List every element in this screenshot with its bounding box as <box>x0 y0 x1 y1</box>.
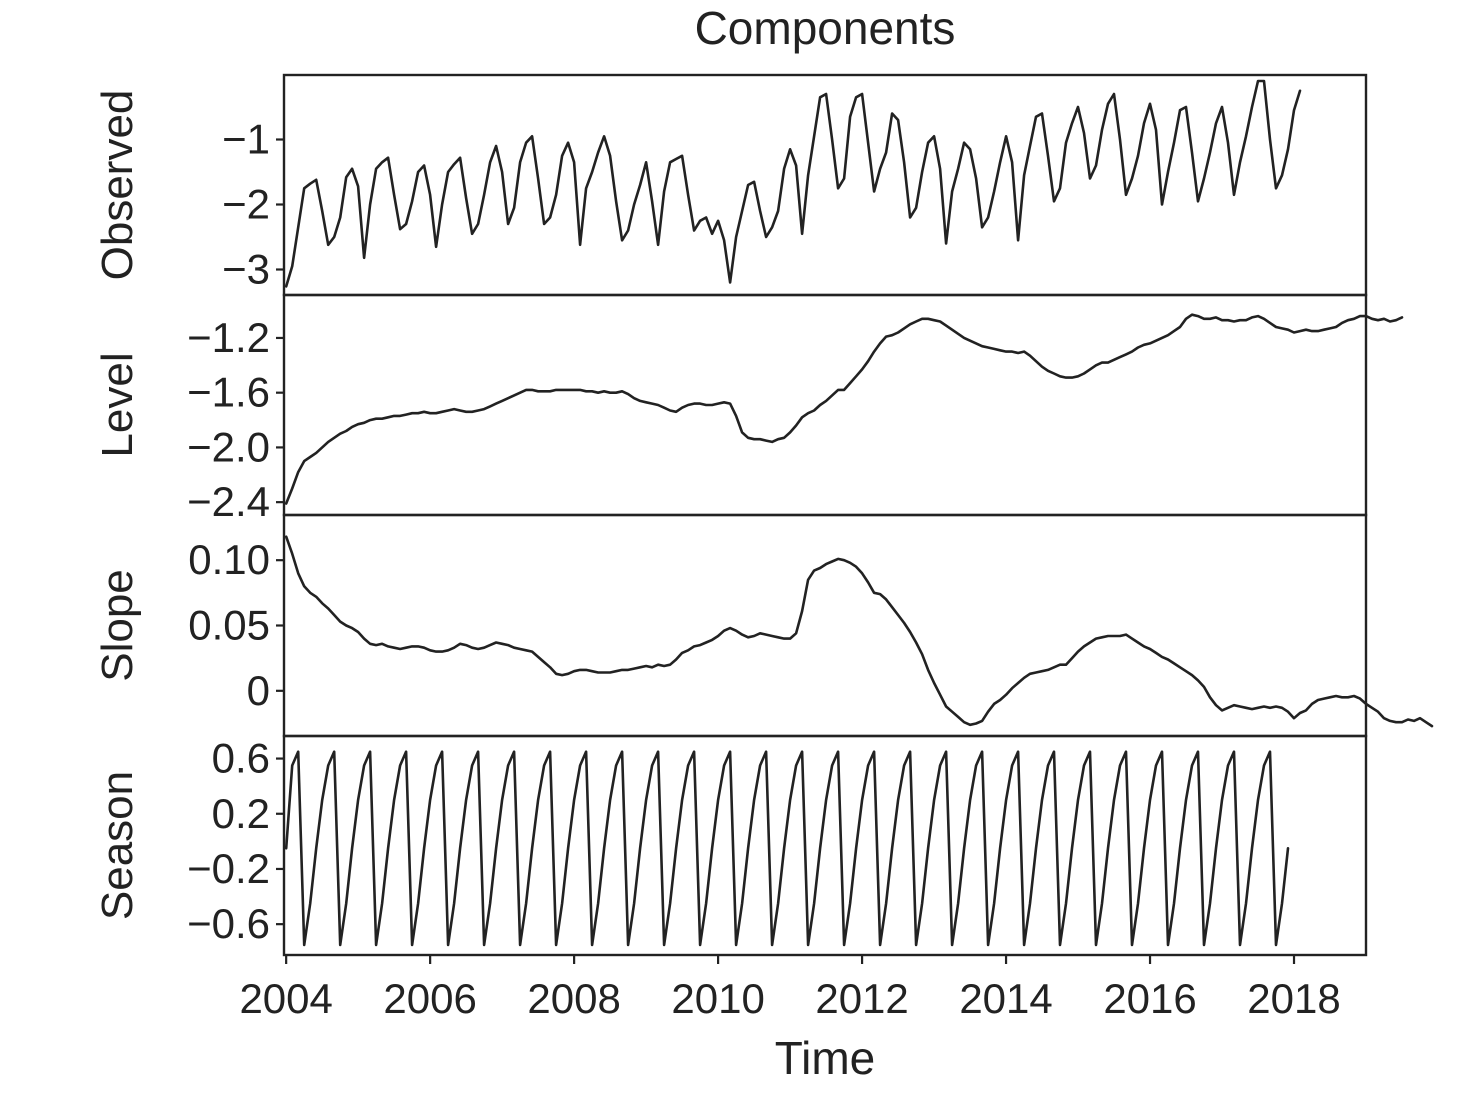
y-tick-label: 0.2 <box>212 790 270 837</box>
panel-season: 0.6 0.2 −0.2 −0.6 Season <box>93 734 1368 957</box>
y-tick-label: −1.2 <box>187 314 270 361</box>
series-line-slope <box>284 535 1434 728</box>
y-tick-label: −0.2 <box>187 845 270 892</box>
x-tick-label: 2012 <box>815 975 908 1022</box>
x-tick-label: 2014 <box>959 975 1052 1022</box>
y-tick-label: 0.05 <box>188 602 270 649</box>
x-tick-label: 2004 <box>239 975 332 1022</box>
y-tick-label: 0.6 <box>212 735 270 782</box>
x-tick-label: 2006 <box>383 975 476 1022</box>
y-tick-label: −2 <box>222 181 270 228</box>
x-tick-label: 2010 <box>671 975 764 1022</box>
x-axis: 2004 2006 2008 2010 2012 2014 2016 2018 <box>239 955 1341 1022</box>
y-tick-label: 0 <box>247 667 270 714</box>
panel-frame <box>282 293 1368 517</box>
y-tick-label: −3 <box>222 246 270 293</box>
y-axis-label-season: Season <box>93 771 142 920</box>
y-tick-label: −1 <box>222 116 270 163</box>
y-tick-label: 0.10 <box>188 536 270 583</box>
x-tick-label: 2016 <box>1103 975 1196 1022</box>
series-line-observed <box>284 79 1302 288</box>
y-tick-label: −1.6 <box>187 369 270 416</box>
panel-frame <box>282 513 1368 738</box>
y-axis-label-observed: Observed <box>93 90 142 281</box>
y-axis-label-slope: Slope <box>93 569 142 682</box>
x-axis-label: Time <box>775 1032 876 1084</box>
panels-layer: −1−2−3Observed−1.2−1.6−2.0−2.4Level0.100… <box>93 73 1434 957</box>
panel-frame <box>282 734 1368 957</box>
chart-title: Components <box>695 2 956 54</box>
y-tick-label: −0.6 <box>187 900 270 947</box>
series-line-level <box>284 313 1404 505</box>
y-axis-label-level: Level <box>93 352 142 457</box>
x-tick-label: 2008 <box>527 975 620 1022</box>
panel-observed: −1 −2 −3 Observed <box>93 73 1368 297</box>
y-tick-label: −2.4 <box>187 478 270 525</box>
series-line-season <box>284 750 1290 947</box>
panel-level: −1.2 −1.6 −2.0 −2.4 Level <box>93 293 1404 525</box>
x-tick-label: 2018 <box>1247 975 1340 1022</box>
panel-slope: 0.10 0.05 0 Slope <box>93 513 1434 738</box>
y-tick-label: −2.0 <box>187 423 270 470</box>
